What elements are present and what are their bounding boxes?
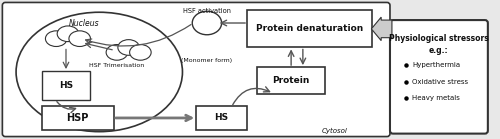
FancyBboxPatch shape: [247, 10, 372, 48]
Text: Nucleus: Nucleus: [70, 18, 100, 28]
Text: HSF activation: HSF activation: [183, 8, 231, 14]
Text: Hyperthermia: Hyperthermia: [412, 62, 461, 68]
Text: HSP: HSP: [66, 113, 89, 123]
FancyBboxPatch shape: [390, 20, 488, 134]
Text: Heavy metals: Heavy metals: [412, 95, 461, 101]
FancyBboxPatch shape: [2, 3, 390, 136]
FancyBboxPatch shape: [42, 71, 90, 100]
Text: HSF Trimerisation: HSF Trimerisation: [90, 63, 144, 68]
Text: Oxidative stress: Oxidative stress: [412, 79, 469, 85]
Ellipse shape: [192, 11, 222, 35]
Ellipse shape: [130, 44, 151, 60]
Ellipse shape: [118, 40, 140, 55]
Ellipse shape: [69, 31, 90, 47]
Text: Protein denaturation: Protein denaturation: [256, 24, 364, 33]
Ellipse shape: [46, 31, 67, 47]
Text: HS: HS: [214, 113, 228, 122]
Ellipse shape: [57, 26, 78, 42]
Text: HS: HS: [59, 81, 73, 90]
FancyBboxPatch shape: [42, 106, 114, 130]
Text: Physiological stressors: Physiological stressors: [389, 34, 489, 43]
Text: e.g.:: e.g.:: [429, 46, 448, 55]
Text: (Monomer form): (Monomer form): [182, 58, 232, 63]
Ellipse shape: [16, 12, 182, 132]
Ellipse shape: [106, 44, 128, 60]
Text: Cytosol: Cytosol: [321, 128, 347, 134]
Text: Protein: Protein: [272, 76, 310, 85]
FancyBboxPatch shape: [196, 106, 247, 130]
FancyArrow shape: [372, 17, 392, 41]
FancyBboxPatch shape: [257, 67, 326, 95]
